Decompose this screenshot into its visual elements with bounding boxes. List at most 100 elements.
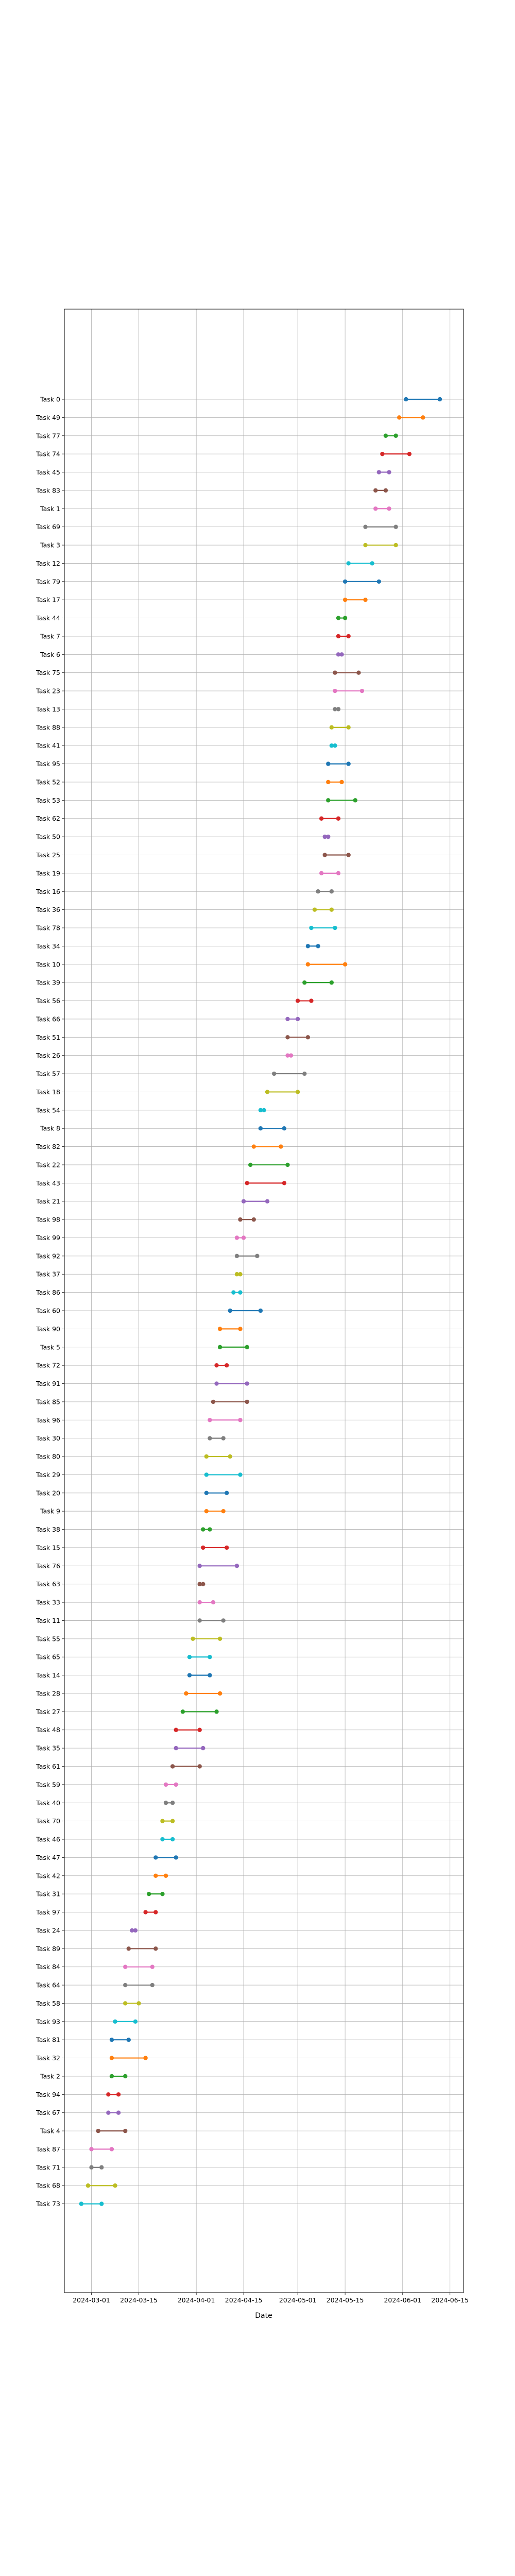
task-end-marker	[217, 1691, 222, 1696]
task-end-marker	[225, 1545, 229, 1550]
x-tick-label: 2024-05-15	[327, 2296, 364, 2304]
task-start-marker	[146, 1891, 151, 1896]
task-label: Task 61	[36, 1762, 60, 1770]
task-start-marker	[109, 2038, 114, 2042]
task-label: Task 39	[36, 979, 60, 987]
task-end-marker	[163, 1873, 168, 1878]
task-label: Task 19	[36, 869, 60, 877]
task-label: Task 46	[36, 1836, 60, 1843]
task-label: Task 85	[36, 1398, 60, 1405]
task-end-marker	[217, 1636, 222, 1641]
task-label: Task 63	[36, 1580, 60, 1588]
task-end-marker	[123, 2074, 128, 2079]
task-label: Task 3	[40, 541, 60, 549]
task-end-marker	[234, 1564, 239, 1568]
task-label: Task 38	[36, 1526, 60, 1533]
task-label: Task 96	[36, 1416, 60, 1424]
task-end-marker	[245, 1399, 249, 1404]
task-start-marker	[153, 1855, 158, 1860]
task-label: Task 4	[40, 2127, 60, 2135]
task-label: Task 73	[36, 2200, 60, 2208]
task-label: Task 86	[36, 1289, 60, 1296]
task-start-marker	[319, 871, 324, 876]
task-label: Task 43	[36, 1179, 60, 1187]
task-start-marker	[197, 1600, 202, 1605]
task-label: Task 99	[36, 1234, 60, 1242]
task-end-marker	[393, 524, 398, 529]
task-label: Task 64	[36, 1981, 60, 1989]
task-start-marker	[217, 1345, 222, 1349]
task-end-marker	[116, 2092, 121, 2097]
task-label: Task 69	[36, 523, 60, 531]
task-end-marker	[420, 415, 425, 420]
task-end-marker	[170, 1837, 175, 1842]
task-end-marker	[359, 688, 365, 693]
task-start-marker	[211, 1399, 216, 1404]
task-end-marker	[238, 1472, 243, 1477]
task-start-marker	[89, 2147, 94, 2151]
task-end-marker	[143, 2056, 148, 2060]
task-start-marker	[258, 1126, 263, 1131]
task-start-marker	[170, 1764, 175, 1769]
task-start-marker	[217, 1327, 222, 1331]
task-label: Task 28	[36, 1689, 60, 1697]
task-end-marker	[376, 579, 382, 584]
task-label: Task 60	[36, 1307, 60, 1315]
task-start-marker	[312, 907, 317, 912]
marks-layer	[79, 397, 442, 2206]
task-label: Task 15	[36, 1544, 60, 1551]
task-start-marker	[295, 998, 300, 1003]
task-end-marker	[339, 779, 344, 785]
task-start-marker	[79, 2201, 84, 2206]
task-start-marker	[234, 1272, 239, 1277]
task-label: Task 2	[40, 2072, 60, 2080]
x-tick-label: 2024-03-01	[73, 2296, 110, 2304]
task-end-marker	[316, 944, 320, 948]
task-label: Task 14	[36, 1671, 60, 1679]
task-label: Task 18	[36, 1088, 60, 1096]
task-end-marker	[336, 816, 341, 821]
task-label: Task 75	[36, 669, 60, 676]
task-end-marker	[245, 1381, 249, 1386]
task-start-marker	[204, 1454, 209, 1459]
task-end-marker	[326, 834, 331, 839]
task-start-marker	[204, 1472, 209, 1477]
task-end-marker	[170, 1801, 175, 1805]
task-start-marker	[228, 1308, 233, 1313]
task-label: Task 54	[36, 1106, 60, 1114]
task-label: Task 34	[36, 942, 60, 950]
task-label: Task 21	[36, 1197, 60, 1205]
task-end-marker	[262, 1108, 266, 1113]
task-start-marker	[187, 1655, 192, 1659]
task-label: Task 82	[36, 1143, 60, 1150]
task-end-marker	[133, 1928, 138, 1933]
task-label: Task 32	[36, 2054, 60, 2062]
task-start-marker	[285, 1016, 290, 1022]
task-end-marker	[126, 2038, 131, 2042]
task-end-marker	[285, 1162, 290, 1167]
task-start-marker	[326, 779, 331, 785]
task-start-marker	[319, 816, 324, 821]
task-start-marker	[383, 433, 388, 438]
task-label: Task 91	[36, 1380, 60, 1387]
task-start-marker	[305, 962, 311, 967]
task-end-marker	[336, 707, 341, 711]
task-end-marker	[238, 1272, 243, 1277]
task-label: Task 65	[36, 1653, 60, 1661]
task-label: Task 41	[36, 742, 60, 750]
task-end-marker	[238, 1290, 243, 1295]
task-start-marker	[238, 1217, 243, 1222]
task-label: Task 50	[36, 833, 60, 841]
task-start-marker	[204, 1490, 209, 1495]
task-start-marker	[265, 1090, 270, 1094]
task-end-marker	[279, 1144, 283, 1149]
task-end-marker	[346, 853, 351, 857]
task-start-marker	[272, 1071, 277, 1076]
task-end-marker	[238, 1327, 243, 1331]
task-start-marker	[322, 853, 327, 857]
task-start-marker	[363, 524, 368, 529]
task-start-marker	[329, 725, 334, 730]
task-start-marker	[201, 1545, 205, 1550]
task-start-marker	[106, 2110, 111, 2115]
